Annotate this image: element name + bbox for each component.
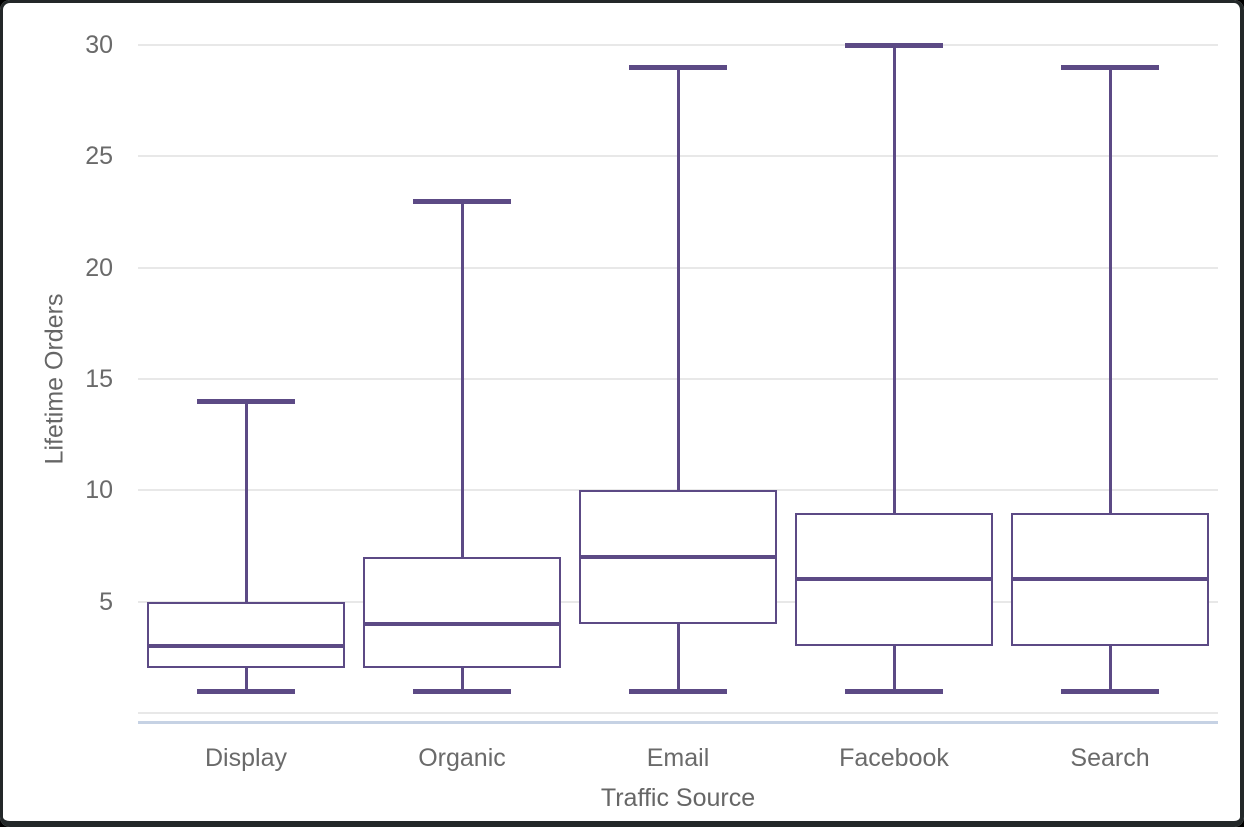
x-tick-label-search: Search (1070, 744, 1150, 772)
x-axis-line (138, 721, 1218, 724)
x-tick-label-display: Display (205, 744, 287, 772)
whisker-line (892, 45, 896, 691)
whisker-cap-high (845, 43, 943, 48)
gridline-y-0 (138, 712, 1218, 714)
x-tick-label-facebook: Facebook (839, 744, 949, 772)
whisker-cap-high (413, 198, 511, 204)
whisker-cap-low (629, 688, 727, 694)
median-line (1011, 577, 1209, 582)
y-tick-label-5: 5 (99, 587, 113, 616)
box-iqr (147, 601, 345, 669)
y-axis-title: Lifetime Orders (40, 293, 69, 465)
whisker-cap-high (197, 399, 295, 405)
y-tick-label-20: 20 (85, 253, 113, 282)
whisker-line (244, 401, 248, 691)
median-line (579, 555, 777, 560)
x-tick-label-organic: Organic (418, 744, 506, 772)
whisker-cap-low (845, 688, 943, 694)
median-line (363, 621, 561, 626)
y-tick-label-10: 10 (85, 476, 113, 505)
whisker-cap-low (1061, 688, 1159, 694)
x-axis-title: Traffic Source (600, 784, 756, 812)
whisker-cap-high (629, 65, 727, 71)
whisker-line (676, 67, 680, 691)
whisker-cap-low (413, 688, 511, 694)
whisker-cap-low (197, 688, 295, 694)
whisker-cap-high (1061, 65, 1159, 71)
median-line (795, 577, 993, 582)
gridline-y-30 (138, 44, 1218, 46)
y-tick-label-30: 30 (85, 31, 113, 59)
y-tick-label-15: 15 (85, 365, 113, 393)
whisker-line (1108, 67, 1112, 691)
median-line (147, 644, 345, 649)
box-iqr (363, 557, 561, 669)
y-tick-label-25: 25 (85, 142, 113, 171)
x-tick-label-email: Email (646, 744, 710, 772)
whisker-line (460, 200, 464, 691)
